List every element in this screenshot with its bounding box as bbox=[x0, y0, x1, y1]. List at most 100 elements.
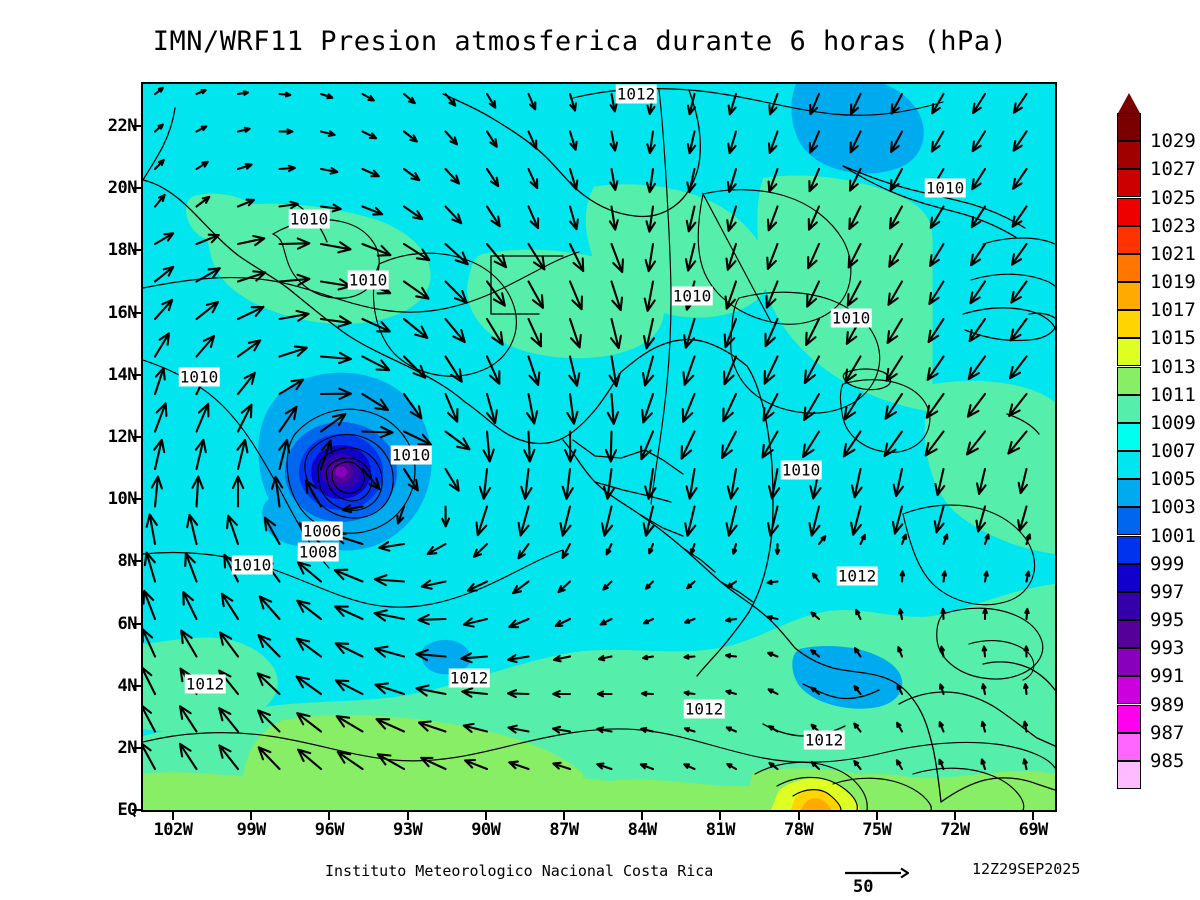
contour-label: 1010 bbox=[671, 286, 713, 306]
colorbar-tick-label: 989 bbox=[1150, 693, 1185, 716]
forecast-timestamp: 12Z29SEP2025 bbox=[972, 860, 1081, 878]
y-axis-tick bbox=[132, 622, 141, 625]
colorbar-band bbox=[1117, 282, 1141, 311]
colorbar-band bbox=[1117, 169, 1141, 198]
x-axis-tick bbox=[328, 812, 331, 820]
colorbar-tick-label: 1025 bbox=[1150, 186, 1196, 209]
contour-label: 1010 bbox=[780, 460, 822, 480]
contour-label: 1012 bbox=[683, 699, 725, 719]
colorbar-tick-label: 1005 bbox=[1150, 468, 1196, 491]
contour-label: 1010 bbox=[231, 555, 273, 575]
contour-label: 1010 bbox=[288, 209, 330, 229]
colorbar-band bbox=[1117, 225, 1141, 254]
x-axis-tick-label: 87W bbox=[549, 820, 579, 840]
x-axis-tick bbox=[406, 812, 409, 820]
colorbar[interactable] bbox=[1117, 113, 1141, 789]
y-axis-tick-label: 6N bbox=[117, 613, 138, 634]
y-axis-tick-label: 12N bbox=[107, 427, 138, 447]
x-axis-tick-label: 69W bbox=[1018, 820, 1049, 840]
colorbar-extend-top bbox=[1117, 93, 1141, 115]
y-axis-tick bbox=[132, 498, 141, 501]
contour-label: 1006 bbox=[301, 521, 343, 541]
colorbar-tick-label: 999 bbox=[1150, 552, 1185, 575]
colorbar-band bbox=[1117, 422, 1141, 451]
colorbar-tick-label: 985 bbox=[1150, 749, 1185, 772]
y-axis-tick bbox=[132, 560, 141, 563]
colorbar-band bbox=[1117, 620, 1141, 649]
y-axis-tick bbox=[132, 373, 141, 376]
contour-label: 1010 bbox=[347, 270, 389, 290]
x-axis-tick-label: 78W bbox=[783, 820, 814, 840]
y-axis-tick-label: 18N bbox=[107, 240, 138, 261]
colorbar-band bbox=[1117, 591, 1141, 620]
x-axis-tick-label: 81W bbox=[705, 820, 736, 840]
colorbar-tick-label: 997 bbox=[1150, 580, 1185, 603]
colorbar-band bbox=[1117, 563, 1141, 592]
y-axis-tick bbox=[132, 311, 141, 314]
contour-label: 1010 bbox=[830, 308, 872, 328]
contour-label: 1012 bbox=[448, 668, 490, 688]
colorbar-band bbox=[1117, 676, 1141, 705]
colorbar-band bbox=[1117, 338, 1141, 367]
colorbar-tick-label: 1001 bbox=[1150, 524, 1196, 547]
x-axis-tick bbox=[719, 812, 722, 820]
colorbar-tick-label: 1015 bbox=[1150, 327, 1196, 350]
y-axis-tick-label: 8N bbox=[117, 551, 138, 572]
x-axis-tick bbox=[250, 812, 253, 820]
y-axis-tick-label: 22N bbox=[107, 116, 138, 136]
colorbar-tick-label: 1009 bbox=[1150, 411, 1196, 434]
colorbar-band bbox=[1117, 394, 1141, 423]
contour-label: 1010 bbox=[924, 178, 966, 198]
contour-label: 1012 bbox=[803, 730, 845, 750]
reference-vector-arrow bbox=[845, 867, 909, 879]
map-plot-area[interactable] bbox=[141, 82, 1057, 812]
contour-label: 1010 bbox=[390, 445, 432, 465]
colorbar-tick-label: 1019 bbox=[1150, 271, 1196, 293]
y-axis-tick bbox=[132, 187, 141, 190]
colorbar-tick-label: 1029 bbox=[1150, 130, 1196, 153]
x-axis-tick bbox=[172, 812, 174, 820]
colorbar-tick-label: 1021 bbox=[1150, 242, 1196, 265]
x-axis-tick-label: 99W bbox=[236, 820, 267, 840]
x-axis-tick bbox=[954, 812, 956, 820]
colorbar-band bbox=[1117, 648, 1141, 677]
x-axis-tick-label: 72W bbox=[940, 820, 970, 840]
colorbar-band bbox=[1117, 253, 1141, 282]
y-axis-tick-label: 10N bbox=[107, 489, 138, 510]
x-axis-tick-label: 90W bbox=[471, 820, 501, 840]
colorbar-tick-label: 1023 bbox=[1150, 214, 1196, 237]
colorbar-tick-label: 1013 bbox=[1150, 355, 1196, 378]
colorbar-band bbox=[1117, 760, 1141, 789]
pressure-field-svg bbox=[143, 84, 1055, 810]
contour-label: 1012 bbox=[836, 566, 878, 586]
y-axis-tick bbox=[132, 684, 141, 687]
x-axis-tick-label: 93W bbox=[392, 820, 423, 840]
y-axis-tick-label: EQ bbox=[117, 800, 138, 821]
colorbar-band bbox=[1117, 141, 1141, 170]
y-axis-tick-label: 2N bbox=[117, 738, 138, 758]
x-axis-tick bbox=[875, 812, 878, 820]
page-title: IMN/WRF11 Presion atmosferica durante 6 … bbox=[152, 26, 1008, 57]
x-axis-tick-label: 102W bbox=[153, 820, 193, 840]
contour-label: 1012 bbox=[615, 84, 657, 104]
colorbar-band bbox=[1117, 704, 1141, 733]
contour-label: 1010 bbox=[178, 367, 220, 387]
colorbar-band bbox=[1117, 479, 1141, 508]
colorbar-tick-label: 1017 bbox=[1150, 299, 1196, 322]
x-axis-tick bbox=[484, 812, 487, 820]
colorbar-tick-label: 991 bbox=[1150, 665, 1185, 688]
y-axis-tick-label: 4N bbox=[117, 675, 138, 696]
colorbar-tick-label: 993 bbox=[1150, 637, 1185, 660]
y-axis-tick bbox=[132, 747, 141, 749]
colorbar-band bbox=[1117, 507, 1141, 536]
reference-vector-value: 50 bbox=[853, 877, 874, 897]
x-axis-tick-label: 96W bbox=[314, 820, 345, 840]
contour-label: 1012 bbox=[184, 674, 226, 694]
institute-caption: Instituto Meteorologico Nacional Costa R… bbox=[325, 862, 714, 880]
colorbar-tick-label: 995 bbox=[1150, 609, 1185, 631]
y-axis-tick-label: 20N bbox=[107, 178, 138, 199]
colorbar-band bbox=[1117, 310, 1141, 339]
y-axis-tick bbox=[132, 125, 141, 127]
y-axis-tick-label: 16N bbox=[107, 302, 138, 323]
x-axis-tick bbox=[797, 812, 800, 820]
